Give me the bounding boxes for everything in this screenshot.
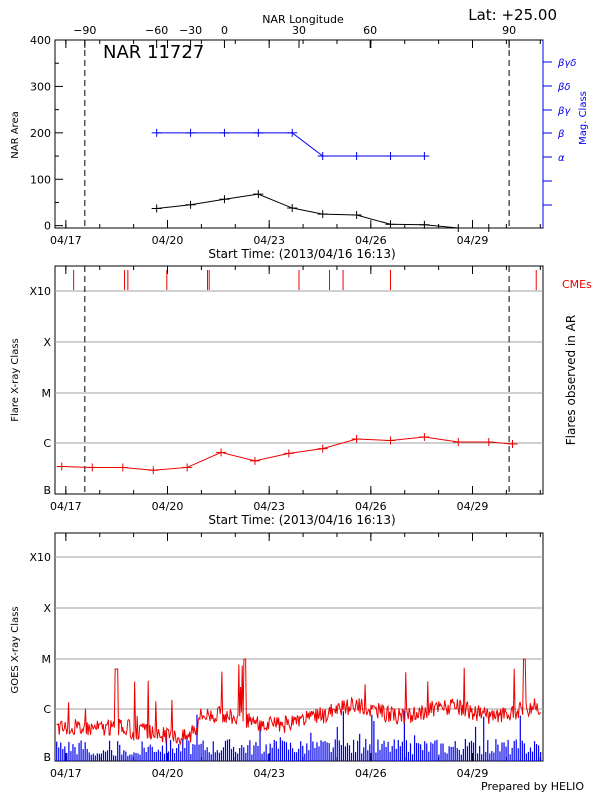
y-tick-label: 200 (30, 127, 51, 140)
x-tick-label: 04/20 (152, 500, 184, 513)
x-tick-label: 04/26 (355, 767, 387, 780)
y-tick-label: 100 (30, 173, 51, 186)
panel2-ylabel: Flare X-ray Class (10, 338, 21, 422)
y-tick-label: 400 (30, 34, 51, 47)
x-tick-label: 04/26 (355, 500, 387, 513)
y-category-label: X10 (29, 551, 51, 564)
top-axis-tick-label: −60 (145, 24, 168, 37)
blue-series-line (156, 132, 425, 157)
top-axis-tick-label: −30 (179, 24, 202, 37)
nar-label: NAR 11727 (103, 42, 204, 63)
panel-goes: GOES X-ray Class B C M X X10 04/17 04/20 04/23 0… (10, 532, 544, 780)
x-tick-label: 04/17 (50, 500, 82, 513)
footer-credit: Prepared by HELIO (481, 780, 584, 793)
top-axis-tick-label: 30 (292, 24, 306, 37)
panel-nar-area: NAR 11727 NAR Area Mag. Class Start Time… (10, 24, 589, 261)
top-axis-title: NAR Longitude (262, 13, 344, 26)
mag-axis-ticks (543, 61, 552, 206)
panel1-right-ylabel: Mag. Class (578, 91, 589, 145)
x-tick-label: 04/23 (253, 234, 285, 247)
panel1-xlabel: Start Time: (2013/04/16 16:13) (208, 247, 395, 261)
y-category-label: M (42, 653, 52, 666)
x-tick-label: 04/29 (457, 767, 489, 780)
top-axis-tick-label: 90 (502, 24, 516, 37)
y-tick-label: 300 (30, 80, 51, 93)
y-category-label: X (43, 602, 51, 615)
top-axis-tick-label: 0 (221, 24, 228, 37)
x-tick-label: 04/20 (152, 767, 184, 780)
y-category-label: M (42, 387, 52, 400)
latitude-label: Lat: +25.00 (468, 6, 557, 24)
mag-class-beta: β (557, 129, 565, 140)
x-tick-label: 04/26 (355, 234, 387, 247)
panel2-frame (54, 265, 544, 495)
panel1-ylabel: NAR Area (10, 111, 21, 158)
panel2-plot-area: B C M X X10 04/17 04/20 04/23 04/26 04/29 (29, 266, 543, 513)
x-tick-label: 04/23 (253, 767, 285, 780)
y-category-label: C (43, 703, 51, 716)
x-tick-label: 04/20 (152, 234, 184, 247)
x-tick-label: 04/29 (457, 500, 489, 513)
y-category-label: C (43, 437, 51, 450)
panel2-right-ylabel: Flares observed in AR (564, 315, 578, 445)
panel-flare-class: Flare X-ray Class Flares observed in AR … (10, 265, 592, 527)
x-tick-label: 04/17 (50, 234, 82, 247)
panel1-frame (54, 39, 544, 229)
mag-class-alpha: α (558, 153, 565, 164)
goes-blue-series (56, 710, 542, 761)
cme-label: CMEs (562, 278, 592, 291)
top-axis-tick-label: 60 (363, 24, 377, 37)
y-category-label: B (43, 751, 51, 764)
mag-class-beta-gamma: βγ (557, 106, 571, 117)
x-tick-label: 04/29 (457, 234, 489, 247)
y-tick-label: 0 (44, 220, 51, 233)
panel3-frame (54, 532, 544, 762)
y-category-label: B (43, 484, 51, 497)
x-tick-label: 04/17 (50, 767, 82, 780)
panel2-xlabel: Start Time: (2013/04/16 16:13) (208, 513, 395, 527)
panel3-ylabel: GOES X-ray Class (10, 606, 21, 693)
panel3-plot-area: B C M X X10 04/17 04/20 04/23 04/26 04/29 (29, 533, 543, 780)
top-axis-tick-label: −90 (73, 24, 96, 37)
y-category-label: X10 (29, 285, 51, 298)
mag-class-beta-delta: βδ (557, 82, 571, 93)
x-tick-label: 04/23 (253, 500, 285, 513)
mag-class-beta-gamma-delta: βγδ (557, 58, 576, 69)
y-category-label: X (43, 336, 51, 349)
goes-red-series-line (56, 658, 541, 746)
